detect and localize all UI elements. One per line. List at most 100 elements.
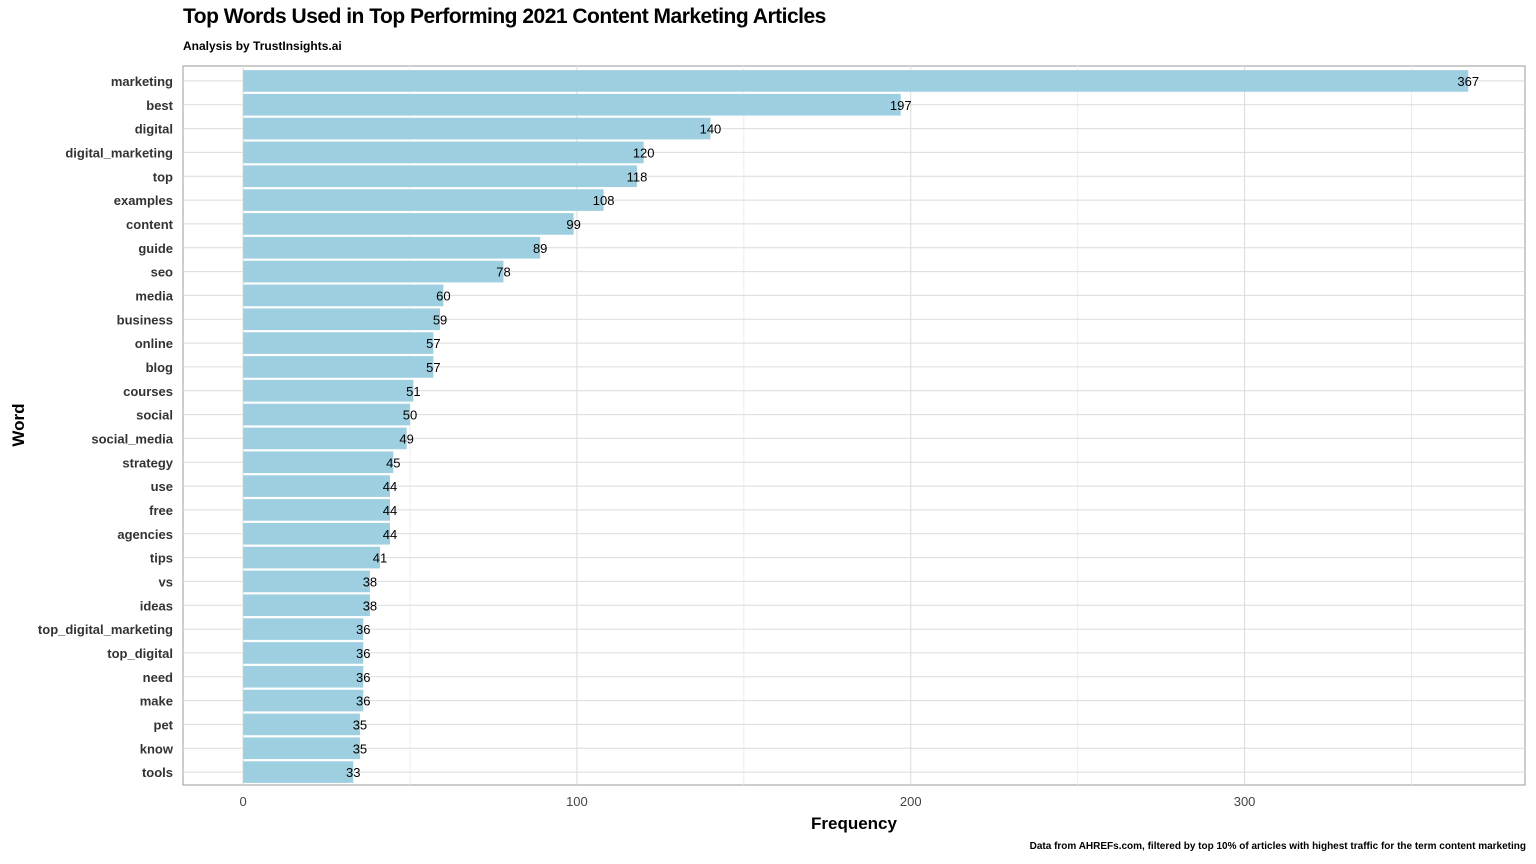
y-tick-label: social bbox=[136, 408, 173, 423]
y-tick-label: media bbox=[135, 288, 173, 303]
data-label: 41 bbox=[373, 551, 387, 566]
bar bbox=[243, 213, 574, 235]
y-tick-label: tools bbox=[142, 765, 173, 780]
chart-caption: Data from AHREFs.com, filtered by top 10… bbox=[1029, 841, 1526, 852]
bar bbox=[243, 618, 364, 640]
data-label: 197 bbox=[890, 98, 912, 113]
bar bbox=[243, 93, 901, 116]
bar bbox=[243, 284, 444, 307]
bar bbox=[243, 70, 1469, 92]
y-tick-label: strategy bbox=[122, 455, 173, 470]
bar bbox=[243, 403, 411, 426]
data-label: 36 bbox=[356, 670, 370, 685]
data-label: 78 bbox=[496, 265, 510, 280]
bar bbox=[243, 451, 394, 474]
data-label: 120 bbox=[633, 145, 655, 160]
y-tick-label: best bbox=[146, 98, 173, 113]
data-label: 118 bbox=[627, 169, 648, 184]
y-tick-label: pet bbox=[154, 717, 174, 732]
data-label: 108 bbox=[593, 193, 615, 208]
data-label: 51 bbox=[406, 384, 420, 399]
x-tick-label: 300 bbox=[1234, 794, 1256, 809]
y-tick-label: digital_marketing bbox=[65, 145, 173, 160]
y-tick-label: courses bbox=[123, 384, 173, 399]
bar bbox=[243, 522, 390, 545]
y-tick-label: social_media bbox=[91, 431, 173, 446]
bar bbox=[243, 356, 434, 378]
data-label: 44 bbox=[383, 503, 397, 518]
data-label: 59 bbox=[433, 312, 447, 327]
bar bbox=[243, 499, 390, 521]
data-label: 89 bbox=[533, 241, 547, 256]
y-tick-label: seo bbox=[151, 265, 173, 280]
y-tick-label: agencies bbox=[117, 527, 173, 542]
data-label: 45 bbox=[386, 455, 400, 470]
x-tick-label: 100 bbox=[566, 794, 588, 809]
bar bbox=[243, 332, 434, 354]
y-tick-label: blog bbox=[146, 360, 173, 375]
bar bbox=[243, 475, 390, 497]
y-tick-label: top_digital bbox=[107, 646, 173, 661]
bar bbox=[243, 189, 604, 211]
data-label: 35 bbox=[353, 741, 367, 756]
bar bbox=[243, 308, 441, 331]
data-label: 57 bbox=[426, 336, 440, 351]
bar bbox=[243, 761, 354, 783]
data-label: 36 bbox=[356, 694, 370, 709]
bar bbox=[243, 642, 364, 664]
y-tick-label: ideas bbox=[140, 598, 173, 613]
data-label: 36 bbox=[356, 622, 370, 637]
data-label: 50 bbox=[403, 408, 417, 423]
y-tick-label: marketing bbox=[111, 74, 173, 89]
y-tick-label: make bbox=[140, 694, 173, 709]
bar bbox=[243, 379, 414, 402]
y-tick-labels: marketing best digital digital_marketingtop… bbox=[38, 74, 174, 780]
y-tick-label: content bbox=[126, 217, 174, 232]
data-label: 38 bbox=[363, 574, 377, 589]
bar bbox=[243, 689, 364, 712]
bar bbox=[243, 165, 638, 188]
bar bbox=[243, 141, 644, 164]
y-tick-label: guide bbox=[138, 241, 173, 256]
y-axis-label: Word bbox=[9, 403, 28, 446]
x-axis-label: Frequency bbox=[811, 814, 898, 833]
chart-subtitle: Analysis by TrustInsights.ai bbox=[183, 39, 342, 53]
data-label: 38 bbox=[363, 598, 377, 613]
bar bbox=[243, 665, 364, 688]
y-tick-label: know bbox=[140, 741, 174, 756]
y-tick-label: business bbox=[117, 312, 173, 327]
data-label: 44 bbox=[383, 527, 397, 542]
bar bbox=[243, 737, 360, 760]
y-tick-label: top_digital_marketing bbox=[38, 622, 173, 637]
y-tick-label: vs bbox=[159, 574, 173, 589]
y-tick-label: need bbox=[143, 670, 173, 685]
bars-group bbox=[243, 70, 1469, 783]
bar bbox=[243, 427, 407, 450]
data-label: 99 bbox=[566, 217, 580, 232]
bar bbox=[243, 236, 541, 259]
data-label: 36 bbox=[356, 646, 370, 661]
chart-title: Top Words Used in Top Performing 2021 Co… bbox=[183, 5, 826, 28]
bar bbox=[243, 117, 711, 140]
data-label: 44 bbox=[383, 479, 397, 494]
bar bbox=[243, 570, 370, 593]
x-tick-label: 200 bbox=[900, 794, 922, 809]
x-tick-label: 0 bbox=[239, 794, 246, 809]
bar bbox=[243, 594, 370, 617]
y-tick-label: online bbox=[135, 336, 173, 351]
bar bbox=[243, 546, 380, 569]
y-tick-label: use bbox=[151, 479, 173, 494]
y-tick-label: top bbox=[153, 169, 173, 184]
data-label: 140 bbox=[700, 122, 722, 137]
data-label: 367 bbox=[1457, 74, 1479, 89]
x-tick-labels: 0 100 200 300 bbox=[239, 794, 1255, 809]
data-label: 35 bbox=[353, 717, 367, 732]
bar bbox=[243, 713, 360, 736]
data-label: 57 bbox=[426, 360, 440, 375]
y-tick-label: digital bbox=[135, 122, 173, 137]
data-labels-group: 367 197 140 120 118 108 99 89 78 60 59 57 57 51 50 49 45… bbox=[346, 74, 1479, 780]
y-tick-label: free bbox=[149, 503, 173, 518]
y-tick-label: examples bbox=[114, 193, 173, 208]
y-tick-label: tips bbox=[150, 551, 173, 566]
